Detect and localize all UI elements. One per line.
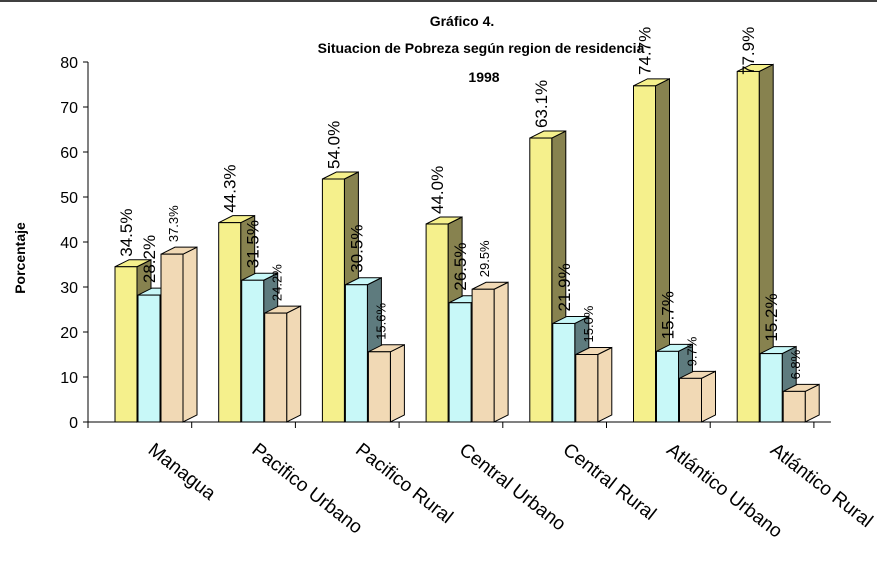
- bar-central-urbano-1: [448, 302, 472, 423]
- bar-side-central-urbano-2: [493, 281, 509, 423]
- bar-pacifico-rural-0: [321, 178, 345, 423]
- data-label-managua-2: 37.3%: [166, 205, 181, 242]
- bar-managua-0: [114, 266, 138, 423]
- data-labels-group: 34.5%28.2% 37.3% 44.3%31.5% 24.2% 54.0% 30.5%…: [117, 27, 803, 380]
- bar-side-central-rural-2: [597, 346, 613, 423]
- data-label-central-urbano-0: 44.0%: [428, 166, 447, 214]
- bar-side-pacifico-urbano-2: [286, 305, 302, 423]
- data-label-atlantico-urbano-1: 15.7%: [659, 291, 678, 339]
- data-label-managua-1: 28.2%: [140, 235, 159, 283]
- bar-atlantico-urbano-0: [633, 85, 656, 423]
- bar-pacifico-urbano-1: [241, 279, 265, 423]
- y-tick-label: 0: [69, 415, 78, 432]
- y-tick-label: 30: [60, 280, 78, 297]
- data-label-atlantico-urbano-2: 9.7%: [685, 336, 700, 366]
- bar-pacifico-rural-2: [367, 351, 391, 423]
- data-label-pacifico-urbano-2: 24.2%: [270, 264, 285, 301]
- data-label-central-rural-0: 63.1%: [532, 80, 551, 128]
- bar-atlantico-urbano-1: [656, 350, 679, 423]
- category-label-pacifico-rural: Pacifico Rural: [351, 439, 456, 528]
- y-tick-label: 40: [60, 235, 78, 252]
- category-label-central-urbano: Central Urbano: [455, 439, 569, 535]
- category-label-atlantico-rural: Atlántico Rural: [766, 439, 876, 532]
- bar-managua-2: [160, 253, 184, 423]
- bar-pacifico-urbano-2: [264, 312, 288, 423]
- y-axis: 0 10 20 30 40 50 60 70 80: [60, 55, 89, 432]
- data-label-pacifico-rural-1: 30.5%: [347, 225, 366, 273]
- chart-year: 1998: [468, 69, 499, 85]
- bar-side-atlantico-urbano-2: [701, 370, 716, 423]
- bars-group: [114, 63, 820, 423]
- y-axis-label: Porcentaje: [12, 222, 28, 294]
- data-label-central-urbano-2: 29.5%: [477, 240, 492, 277]
- bar-atlantico-rural-2: [782, 390, 806, 423]
- data-label-central-rural-1: 21.9%: [555, 263, 574, 311]
- data-label-atlantico-rural-1: 15.2%: [762, 293, 781, 341]
- data-label-pacifico-urbano-1: 31.5%: [244, 220, 263, 268]
- chart-title: Gráfico 4.: [430, 13, 495, 29]
- category-label-central-rural: Central Rural: [559, 439, 660, 524]
- data-label-central-rural-2: 15.0%: [581, 305, 596, 342]
- data-label-atlantico-urbano-0: 74.7%: [636, 27, 655, 75]
- y-tick-label: 50: [60, 190, 78, 207]
- data-label-pacifico-urbano-0: 44.3%: [221, 164, 240, 212]
- data-label-atlantico-rural-2: 6.8%: [788, 349, 803, 379]
- data-label-atlantico-rural-0: 77.9%: [739, 27, 758, 75]
- bar-atlantico-rural-0: [736, 70, 760, 423]
- bar-managua-1: [137, 294, 161, 423]
- data-label-managua-0: 34.5%: [117, 209, 136, 257]
- bar-pacifico-rural-1: [344, 284, 368, 423]
- bar-central-urbano-0: [425, 223, 449, 423]
- y-tick-label: 10: [60, 370, 78, 387]
- bar-central-rural-2: [575, 354, 599, 423]
- bar-pacifico-urbano-0: [218, 222, 242, 423]
- bar-atlantico-urbano-2: [679, 377, 702, 423]
- y-tick-label: 20: [60, 325, 78, 342]
- data-label-pacifico-rural-0: 54.0%: [324, 121, 343, 169]
- category-label-managua: Managua: [144, 439, 220, 505]
- data-label-central-urbano-1: 26.5%: [451, 243, 470, 291]
- bar-side-pacifico-rural-2: [389, 343, 405, 423]
- y-tick-label: 70: [60, 100, 78, 117]
- y-tick-label: 60: [60, 145, 78, 162]
- category-label-pacifico-urbano: Pacifico Urbano: [248, 439, 367, 538]
- chart-subtitle: Situacion de Pobreza según region de res…: [318, 40, 645, 56]
- bar-central-rural-1: [552, 322, 576, 423]
- bar-side-managua-2: [182, 246, 198, 423]
- bar-central-urbano-2: [471, 288, 495, 423]
- bar-central-rural-0: [529, 137, 553, 423]
- data-label-pacifico-rural-2: 15.6%: [373, 302, 388, 339]
- y-tick-label: 80: [60, 55, 78, 72]
- bar-atlantico-rural-1: [759, 353, 783, 423]
